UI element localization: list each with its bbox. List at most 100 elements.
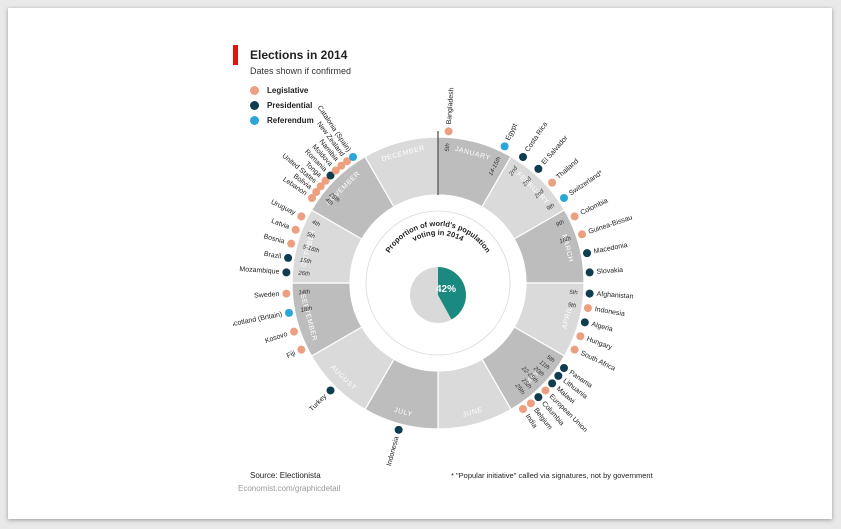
- election-dot: [289, 327, 298, 336]
- country-label: Bangladesh: [446, 87, 456, 124]
- election-dot: [570, 345, 579, 354]
- referendum-dot-icon: [250, 116, 259, 125]
- country-label: El Salvador: [541, 134, 570, 166]
- election-dot: [541, 386, 550, 395]
- radial-election-chart: JANUARYFEBRUARYMARCHAPRILMAYJUNEJULYAUGU…: [233, 87, 634, 467]
- election-dot: [560, 363, 569, 372]
- legend-item-legislative: Legislative: [250, 83, 314, 98]
- brand-red-bar: [233, 45, 238, 65]
- election-date-label: 5th: [306, 232, 317, 241]
- election-dot: [287, 239, 296, 248]
- election-dot: [526, 399, 535, 408]
- legend-item-presidential: Presidential: [250, 98, 314, 113]
- country-label: Costa Rica: [524, 121, 549, 153]
- presidential-dot-icon: [250, 101, 259, 110]
- election-dot: [500, 142, 509, 151]
- election-dot: [518, 152, 527, 161]
- country-label: Mozambique: [239, 266, 280, 276]
- month-label: JULY: [393, 407, 413, 419]
- chart-subtitle: Dates shown if confirmed: [250, 66, 352, 76]
- country-label: Thailand: [555, 158, 580, 181]
- election-date-label: 4th: [311, 219, 322, 228]
- election-dot: [578, 230, 587, 239]
- election-date-label: 18th: [300, 306, 313, 314]
- election-dot: [337, 161, 346, 170]
- election-dot: [548, 178, 557, 187]
- country-label: Macedonia: [593, 242, 628, 256]
- legend-label: Referendum: [267, 116, 314, 125]
- election-dot: [312, 188, 321, 197]
- election-dot: [554, 371, 563, 380]
- election-date-label: 5th: [445, 143, 452, 152]
- election-dot: [331, 166, 340, 175]
- election-dot: [583, 304, 592, 313]
- election-dot: [326, 386, 335, 395]
- election-dot: [326, 171, 335, 180]
- election-dot: [307, 194, 316, 203]
- election-dot: [291, 225, 300, 234]
- election-dot: [394, 425, 403, 434]
- election-dot: [534, 164, 543, 173]
- country-label: Colombia: [580, 197, 610, 216]
- legend-label: Presidential: [267, 101, 313, 110]
- country-label: Egypt: [505, 123, 519, 142]
- country-label: Brazil: [263, 251, 282, 261]
- election-dot: [282, 289, 291, 298]
- country-label: Bosnia: [263, 233, 286, 245]
- country-label: Sweden: [254, 291, 280, 300]
- election-dot: [580, 318, 589, 327]
- election-date-label: 9th: [567, 302, 577, 309]
- election-date-label: 26th: [297, 271, 311, 278]
- legend: Legislative Presidential Referendum: [250, 83, 314, 128]
- country-label: Switzerland*: [568, 170, 604, 198]
- source-url: Economist.com/graphicdetail: [238, 484, 341, 493]
- legislative-dot-icon: [250, 86, 259, 95]
- chart-title: Elections in 2014: [250, 48, 348, 62]
- country-label: Turkey: [308, 393, 328, 413]
- election-dot: [297, 212, 306, 221]
- election-dot: [518, 405, 527, 414]
- election-dot: [534, 393, 543, 402]
- country-label: Indonesia: [594, 306, 625, 318]
- election-date-label: 9th: [546, 202, 557, 212]
- election-dot: [316, 182, 325, 191]
- country-label: Algeria: [591, 321, 614, 333]
- election-dot: [583, 249, 592, 258]
- country-label: Indonesia: [386, 436, 401, 467]
- country-label: Latvia: [270, 218, 290, 231]
- election-date-label: 5th: [545, 355, 556, 365]
- election-dot: [297, 345, 306, 354]
- election-dot: [570, 212, 579, 221]
- country-label: Kosovo: [264, 331, 288, 345]
- election-dot: [585, 268, 594, 277]
- country-label: Scotland (Britain): [233, 311, 283, 328]
- election-dot: [548, 379, 557, 388]
- election-dot: [576, 332, 585, 341]
- country-label: Guinea-Bissau: [588, 214, 634, 235]
- election-dot: [444, 127, 453, 136]
- election-dot: [321, 176, 330, 185]
- country-label: Fiji: [286, 350, 298, 360]
- election-date-label: 14th: [298, 289, 311, 296]
- legend-item-referendum: Referendum: [250, 113, 314, 128]
- country-label: Slovakia: [596, 267, 623, 276]
- source-note: Source: Electionista: [250, 471, 321, 480]
- election-dot: [349, 152, 358, 161]
- election-date-label: 9th: [555, 219, 566, 228]
- pie-value-label: 42%: [436, 284, 456, 295]
- election-date-label: 16th: [559, 236, 573, 246]
- election-date-label: 5-16th: [302, 244, 321, 254]
- election-date-label: 15th: [299, 258, 312, 266]
- election-date-label: 4th: [324, 197, 335, 207]
- country-label: Afghanistan: [596, 291, 633, 301]
- election-dot: [343, 157, 352, 166]
- election-dot: [284, 253, 293, 262]
- election-dot: [284, 308, 293, 317]
- country-label: South Africa: [579, 350, 616, 373]
- country-label: Uruguay: [270, 199, 297, 217]
- country-label: Hungary: [586, 336, 614, 352]
- infographic-panel: Elections in 2014 Dates shown if confirm…: [233, 45, 653, 493]
- election-dot: [282, 268, 291, 277]
- election-date-label: 5th: [569, 290, 578, 297]
- election-dot: [560, 194, 569, 203]
